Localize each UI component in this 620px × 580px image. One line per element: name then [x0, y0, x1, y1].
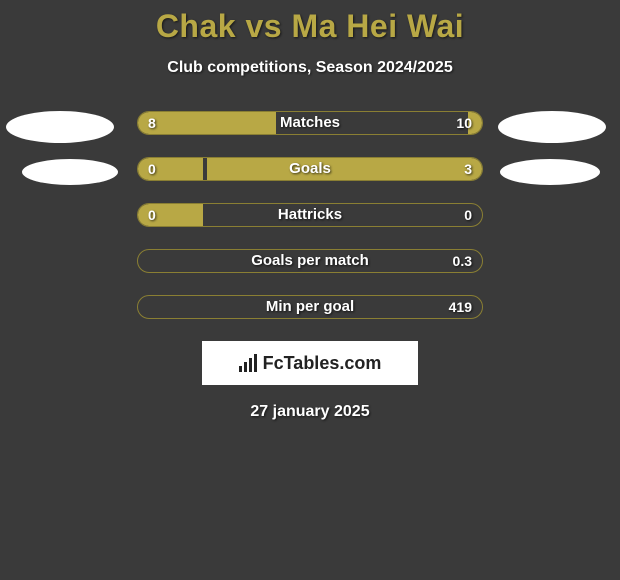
player-shape [498, 111, 606, 143]
logo-label: FcTables.com [263, 353, 382, 374]
fctables-logo: FcTables.com [239, 353, 382, 374]
player-shape [500, 159, 600, 185]
player-shape [6, 111, 114, 143]
stat-row: Goals per match 0.3 [137, 249, 483, 273]
subtitle: Club competitions, Season 2024/2025 [0, 59, 620, 77]
stat-value-right: 3 [464, 158, 472, 180]
stat-value-right: 0.3 [453, 250, 472, 272]
stat-row: 0 Hattricks 0 [137, 203, 483, 227]
stat-label: Goals [138, 158, 482, 180]
stat-row: 0 Goals 3 [137, 157, 483, 181]
chart-icon [239, 354, 257, 372]
stat-value-right: 419 [449, 296, 472, 318]
stat-rows: 8 Matches 10 0 Goals 3 0 Hattricks 0 Goa… [137, 111, 483, 319]
stat-row: Min per goal 419 [137, 295, 483, 319]
player-shape [22, 159, 118, 185]
date-label: 27 january 2025 [0, 403, 620, 421]
stat-label: Min per goal [138, 296, 482, 318]
stat-value-right: 0 [464, 204, 472, 226]
page-title: Chak vs Ma Hei Wai [0, 0, 620, 45]
comparison-area: 8 Matches 10 0 Goals 3 0 Hattricks 0 Goa… [0, 111, 620, 319]
stat-row: 8 Matches 10 [137, 111, 483, 135]
stat-label: Goals per match [138, 250, 482, 272]
stat-label: Matches [138, 112, 482, 134]
stat-label: Hattricks [138, 204, 482, 226]
stat-value-right: 10 [456, 112, 472, 134]
logo-box: FcTables.com [202, 341, 418, 385]
